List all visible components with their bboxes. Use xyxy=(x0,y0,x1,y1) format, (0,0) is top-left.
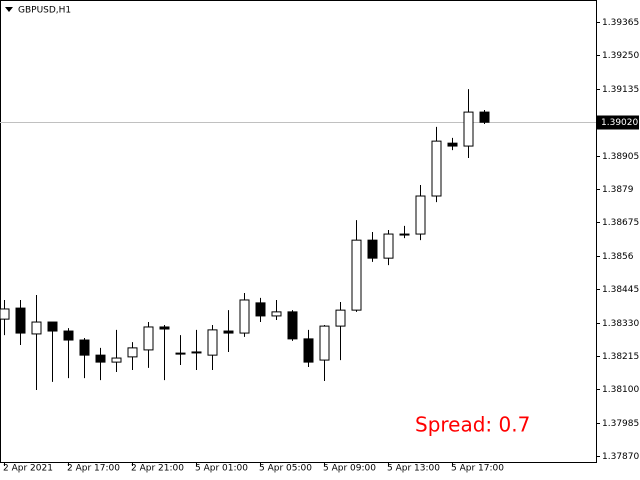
candle-body xyxy=(303,338,314,363)
candle-body xyxy=(335,309,346,327)
candle-body xyxy=(223,330,234,334)
candle-body xyxy=(399,233,410,236)
y-tick-label: 1.38215 xyxy=(602,352,639,362)
y-tick-label: 1.39250 xyxy=(602,51,639,61)
candle-body xyxy=(15,307,26,334)
candle-body xyxy=(447,142,458,147)
candle-body xyxy=(95,354,106,363)
x-tick-label: 5 Apr 09:00 xyxy=(323,464,376,474)
current-price-label: 1.39020 xyxy=(601,118,638,128)
y-tick-label: 1.37870 xyxy=(602,452,639,462)
candle-body xyxy=(207,329,218,356)
chart-title: GBPUSD,H1 xyxy=(18,6,71,16)
candle-body xyxy=(175,352,186,355)
x-tick-label: 2 Apr 17:00 xyxy=(67,464,120,474)
candle-body xyxy=(351,239,362,311)
y-tick-label: 1.3856 xyxy=(602,252,634,262)
candle-body xyxy=(31,321,42,335)
x-tick-label: 5 Apr 13:00 xyxy=(387,464,440,474)
current-price-box xyxy=(597,115,639,130)
x-tick-label: 5 Apr 17:00 xyxy=(451,464,504,474)
plot-frame xyxy=(0,0,597,463)
candle-body xyxy=(479,111,490,123)
y-tick-label: 1.38330 xyxy=(602,319,639,329)
candle-body xyxy=(431,140,442,197)
candle-body xyxy=(239,299,250,334)
y-tick-label: 1.39365 xyxy=(602,18,639,28)
candle-body xyxy=(383,233,394,259)
candle-body xyxy=(255,302,266,317)
y-tick-label: 1.38100 xyxy=(602,385,639,395)
candle-body xyxy=(63,330,74,341)
candle-body xyxy=(143,326,154,351)
candle-body xyxy=(415,195,426,235)
x-tick-label: 5 Apr 01:00 xyxy=(195,464,248,474)
candle-body xyxy=(319,325,330,361)
y-tick-label: 1.39135 xyxy=(602,85,639,95)
candle-body xyxy=(367,239,378,259)
candle-body xyxy=(463,111,474,147)
candle-body xyxy=(271,311,282,317)
candle-body xyxy=(127,347,138,358)
x-tick-label: 5 Apr 05:00 xyxy=(259,464,312,474)
candle-body xyxy=(159,326,170,330)
y-tick-label: 1.38905 xyxy=(602,152,639,162)
candle-body xyxy=(47,321,58,332)
candle-body xyxy=(191,351,202,354)
spread-label: Spread: 0.7 xyxy=(415,413,530,437)
candle-body xyxy=(111,357,122,363)
y-tick-label: 1.38675 xyxy=(602,218,639,228)
y-tick-label: 1.38445 xyxy=(602,285,639,295)
candle-body xyxy=(79,339,90,356)
x-tick-label: 2 Apr 2021 xyxy=(3,464,53,474)
candle-body xyxy=(287,311,298,340)
menu-arrow[interactable] xyxy=(5,7,13,12)
x-tick-label: 2 Apr 21:00 xyxy=(131,464,184,474)
y-tick-label: 1.3879 xyxy=(602,185,634,195)
candle-body xyxy=(0,308,10,320)
y-tick-label: 1.37985 xyxy=(602,419,639,429)
